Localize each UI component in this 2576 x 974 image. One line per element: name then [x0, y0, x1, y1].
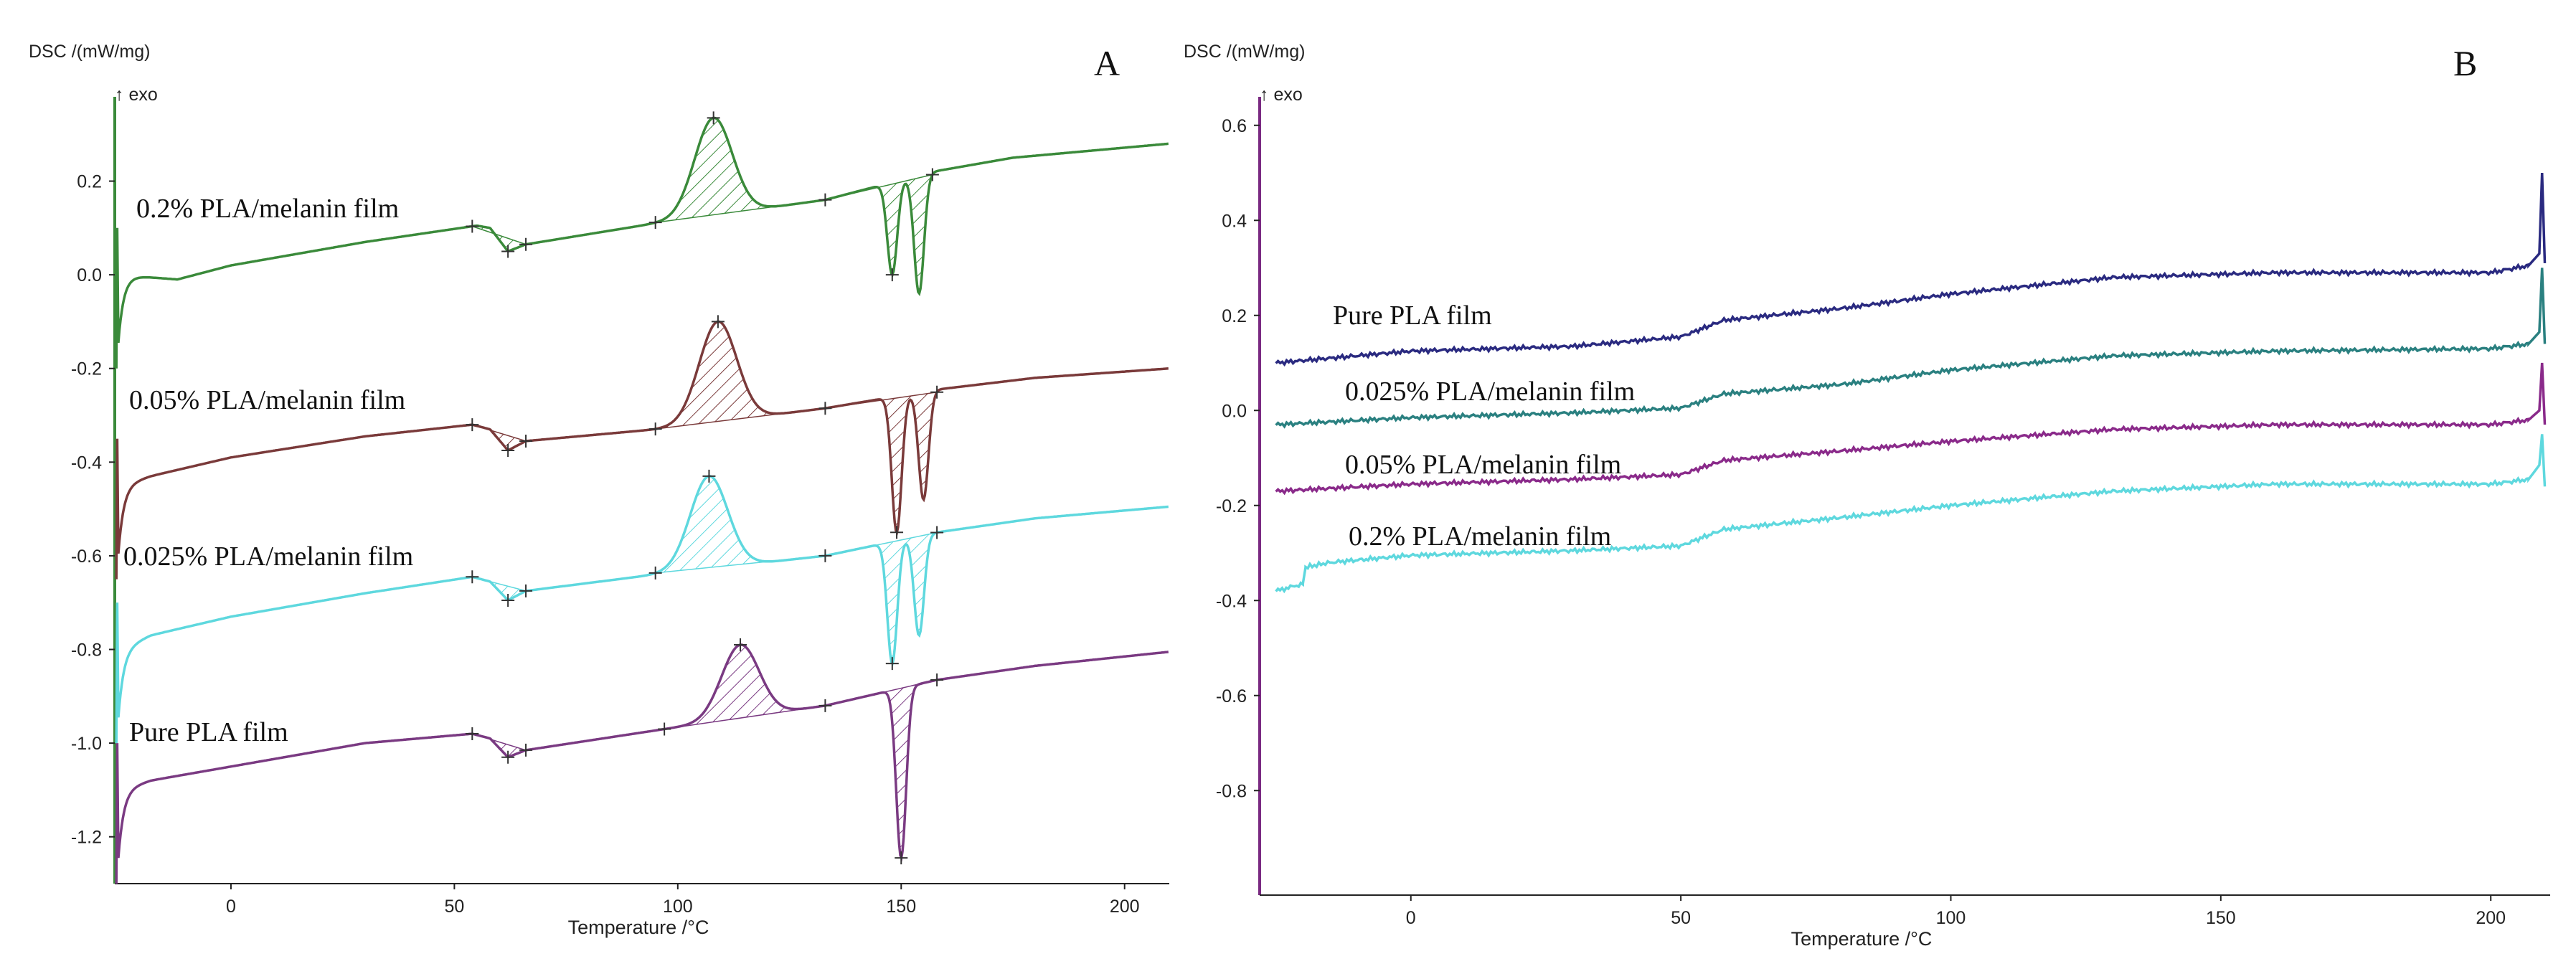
- panel-a-x-tick-label: 0: [226, 897, 236, 917]
- panel-a-integration-marker: [648, 216, 662, 230]
- panel-a-integration-marker: [930, 385, 944, 399]
- panel-a-exo-label: ↑ exo: [115, 85, 158, 105]
- panel-b-series-line: [1275, 268, 2547, 429]
- panel-a-melting-area: [825, 679, 938, 859]
- panel-b-y-tick-label: 0.4: [1222, 211, 1247, 231]
- panel-a-series-line: [115, 116, 1169, 369]
- panel-b-y-tick-label: 0.6: [1222, 116, 1247, 136]
- panel-a-integration-marker: [501, 443, 515, 457]
- panel-a-y-tick-label: -0.8: [71, 640, 102, 661]
- panel-b-series-line: [1275, 172, 2547, 367]
- panel-a-x-axis-label: Temperature /°C: [568, 917, 709, 938]
- panel-a-label: A: [1094, 43, 1120, 83]
- panel-a-integration-marker: [818, 549, 832, 562]
- panel-a-glass-transition-area: [472, 576, 528, 601]
- panel-a-integration-marker: [818, 193, 832, 207]
- panel-a-integration-marker: [501, 593, 515, 607]
- panel-a-y-tick-label: 0.0: [77, 265, 102, 285]
- panel-a-x-tick-label: 50: [444, 897, 464, 917]
- panel-a-integration-marker: [707, 111, 720, 125]
- panel-b-y-tick-label: -0.8: [1216, 781, 1247, 801]
- panel-a-integration-marker: [501, 750, 515, 764]
- panel-a-integration-marker: [895, 851, 908, 865]
- panel-b-legend-0: Pure PLA film: [1333, 301, 1492, 331]
- panel-a-legend-1: 0.05% PLA/melanin film: [129, 385, 405, 415]
- panel-a-integration-marker: [890, 526, 904, 539]
- panel-a-integration-marker: [658, 722, 671, 736]
- panel-b-label: B: [2453, 43, 2477, 83]
- panel-a-integration-marker: [648, 566, 662, 580]
- panel-a-legend-3: Pure PLA film: [129, 717, 288, 747]
- panel-a-integration-marker: [648, 422, 662, 436]
- panel-a-series: [115, 116, 1169, 884]
- panel-b-x-ticks: 0 50 100 150 200: [1406, 895, 2506, 928]
- panel-b-y-tick-label: -0.4: [1216, 591, 1247, 611]
- panel-a-y-tick-label: -1.2: [71, 828, 102, 848]
- panel-a-y-tick-label: -0.6: [71, 547, 102, 567]
- panel-a-y-unit-label: DSC /(mW/mg): [29, 42, 150, 62]
- panel-b: DSC /(mW/mg) ↑ exo B 0 50 100 150 200 0.6 0.4…: [1184, 42, 2550, 950]
- panel-a: DSC /(mW/mg) ↑ exo A 0 50 100 150 200 0.2 0.0…: [29, 42, 1169, 938]
- panel-a-series-line: [115, 475, 1169, 744]
- panel-b-y-tick-label: -0.2: [1216, 496, 1247, 516]
- panel-b-legend-2: 0.05% PLA/melanin film: [1345, 450, 1621, 480]
- panel-a-integration-marker: [734, 638, 747, 651]
- panel-a-integration-marker: [519, 434, 533, 448]
- panel-a-integration-marker: [818, 699, 832, 712]
- panel-a-x-tick-label: 200: [1110, 897, 1140, 917]
- panel-a-integration-marker: [885, 657, 899, 671]
- panel-a-integration-marker: [930, 526, 944, 539]
- panel-a-cold-crystallization-area: [664, 644, 826, 730]
- panel-b-y-ticks: 0.6 0.4 0.2 0.0 -0.2 -0.4 -0.6 -0.8: [1216, 116, 1260, 801]
- panel-a-integration-marker: [501, 245, 515, 258]
- panel-b-x-tick-label: 0: [1406, 908, 1416, 928]
- panel-b-y-tick-label: 0.0: [1222, 401, 1247, 421]
- panel-a-integration-marker: [818, 402, 832, 415]
- panel-a-y-tick-label: -0.4: [71, 453, 102, 473]
- panel-b-y-tick-label: 0.2: [1222, 306, 1247, 326]
- panel-b-x-axis-label: Temperature /°C: [1791, 928, 1933, 950]
- panel-a-integration-marker: [466, 727, 479, 741]
- panel-b-x-tick-label: 200: [2476, 908, 2506, 928]
- panel-a-integration-markers: [466, 111, 944, 865]
- panel-a-x-ticks: 0 50 100 150 200: [226, 884, 1140, 917]
- panel-b-x-tick-label: 100: [1936, 908, 1966, 928]
- panel-a-integration-marker: [519, 237, 533, 251]
- panel-a-x-tick-label: 150: [886, 897, 916, 917]
- panel-b-y-tick-label: -0.6: [1216, 686, 1247, 706]
- panel-b-series-line: [1275, 362, 2547, 496]
- panel-a-integration-marker: [925, 168, 939, 181]
- panel-a-integration-marker: [466, 418, 479, 432]
- panel-a-integration-marker: [519, 584, 533, 597]
- panel-a-integration-marker: [519, 743, 533, 757]
- panel-a-integration-marker: [885, 268, 899, 282]
- panel-a-y-tick-label: -1.0: [71, 734, 102, 754]
- panel-b-series: [1275, 172, 2547, 594]
- panel-b-y-unit-label: DSC /(mW/mg): [1184, 42, 1305, 62]
- panel-a-y-tick-label: 0.2: [77, 172, 102, 192]
- panel-a-integration-marker: [711, 315, 725, 328]
- panel-a-integration-marker: [702, 469, 716, 483]
- panel-a-integration-marker: [466, 570, 479, 584]
- panel-a-series-line: [115, 643, 1169, 884]
- panel-a-series-line: [115, 320, 1169, 580]
- panel-b-exo-label: ↑ exo: [1260, 85, 1303, 105]
- panel-a-y-ticks: 0.2 0.0 -0.2 -0.4 -0.6 -0.8 -1.0 -1.2: [71, 172, 115, 848]
- panel-b-x-tick-label: 50: [1671, 908, 1691, 928]
- panel-a-x-tick-label: 100: [663, 897, 693, 917]
- panel-a-legend-0: 0.2% PLA/melanin film: [136, 194, 399, 224]
- panel-a-cold-crystallization-area: [655, 117, 826, 223]
- panel-a-y-tick-label: -0.2: [71, 359, 102, 379]
- panel-b-series-line: [1275, 434, 2547, 594]
- panel-b-legend-1: 0.025% PLA/melanin film: [1345, 377, 1635, 407]
- panel-a-integration-marker: [930, 673, 944, 686]
- panel-a-integration-marker: [466, 219, 479, 233]
- panel-b-legend-3: 0.2% PLA/melanin film: [1349, 521, 1611, 552]
- panel-a-legend-2: 0.025% PLA/melanin film: [123, 542, 413, 572]
- panel-b-x-tick-label: 150: [2206, 908, 2236, 928]
